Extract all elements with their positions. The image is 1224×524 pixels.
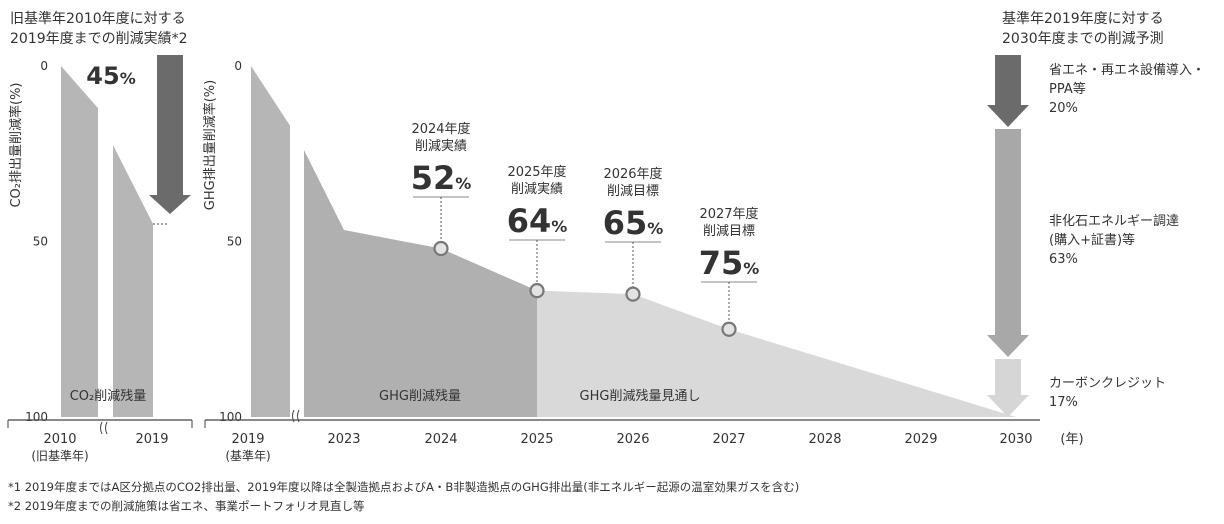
annot-2026-label: 削減目標 bbox=[607, 183, 659, 199]
right-ytick-100: 100 bbox=[219, 410, 242, 424]
annot-2024-year: 2024年度 bbox=[411, 121, 470, 137]
reduction-arrow-left bbox=[149, 55, 191, 214]
left-ylabel: CO₂排出量削減率(%) bbox=[8, 82, 24, 207]
right-header-line1: 基準年2019年度に対する bbox=[1002, 10, 1164, 27]
area-ghg-forecast bbox=[537, 290, 1016, 417]
annot-2027-year: 2027年度 bbox=[699, 206, 758, 222]
right-xtick-2026: 2026 bbox=[616, 432, 649, 447]
breakdown-3-value: 17% bbox=[1049, 395, 1078, 410]
right-ylabel: GHG排出量削減率(%) bbox=[202, 80, 218, 210]
right-xtick-2023: 2023 bbox=[327, 432, 360, 447]
breakdown-arrow-2 bbox=[987, 129, 1029, 357]
right-ytick-0: 0 bbox=[234, 59, 242, 73]
area-label-forecast: GHG削減残量見通し bbox=[580, 388, 701, 404]
breakdown-2-line2: (購入+証書)等 bbox=[1049, 232, 1135, 248]
annot-2025-label: 削減実績 bbox=[511, 181, 563, 197]
breakdown-1-line1: 省エネ・再エネ設備導入・ bbox=[1049, 62, 1205, 78]
right-xtick-2019: 2019 bbox=[231, 432, 264, 447]
left-ytick-0: 0 bbox=[40, 59, 48, 73]
breakdown-1-line2: PPA等 bbox=[1049, 81, 1086, 97]
left-header-line2: 2019年度までの削減実績*2 bbox=[10, 30, 188, 47]
right-xtick-2028: 2028 bbox=[808, 432, 841, 447]
bar-2010 bbox=[61, 66, 98, 417]
right-xtick-2025: 2025 bbox=[520, 432, 553, 447]
marker-2024 bbox=[433, 240, 449, 257]
right-axis-break bbox=[292, 409, 300, 423]
bar-base-2019 bbox=[251, 66, 290, 417]
marker-2026 bbox=[625, 286, 641, 302]
left-area-label: CO₂削減残量 bbox=[70, 388, 147, 404]
breakdown-2-value: 63% bbox=[1049, 252, 1078, 267]
left-result-value: 45% bbox=[86, 62, 135, 90]
annot-2025-year: 2025年度 bbox=[507, 164, 566, 180]
right-xtick-2027: 2027 bbox=[712, 432, 745, 447]
left-axis-break bbox=[100, 421, 108, 435]
marker-2025 bbox=[529, 283, 545, 299]
breakdown-arrow-3 bbox=[987, 359, 1029, 417]
right-xtick-2029: 2029 bbox=[904, 432, 937, 447]
breakdown-1-value: 20% bbox=[1049, 101, 1078, 116]
annot-2026-value: 65% bbox=[603, 204, 664, 242]
bar-2019 bbox=[113, 145, 153, 417]
right-xtick-2030: 2030 bbox=[999, 432, 1032, 447]
right-xtick-2024: 2024 bbox=[424, 432, 457, 447]
area-ghg-actual bbox=[304, 150, 537, 417]
annot-2024-value: 52% bbox=[411, 159, 472, 197]
left-header-line1: 旧基準年2010年度に対する bbox=[10, 10, 186, 27]
annot-2025-value: 64% bbox=[507, 202, 568, 240]
annot-2024-label: 削減実績 bbox=[415, 138, 467, 154]
breakdown-arrow-1 bbox=[987, 55, 1029, 127]
right-ytick-50: 50 bbox=[227, 235, 242, 249]
footnote-1: *1 2019年度まではA区分拠点のCO2排出量、2019年度以降は全製造拠点お… bbox=[8, 480, 800, 494]
annot-2027-label: 削減目標 bbox=[703, 223, 755, 239]
x-unit-label: (年) bbox=[1060, 432, 1083, 447]
left-ytick-100: 100 bbox=[25, 410, 48, 424]
footnote-2: *2 2019年度までの削減施策は省エネ、事業ポートフォリオ見直し等 bbox=[8, 499, 365, 513]
right-header-line2: 2030年度までの削減予測 bbox=[1002, 30, 1164, 47]
right-xtick-2019-sub: (基準年) bbox=[225, 448, 270, 463]
annot-2027-value: 75% bbox=[699, 244, 760, 282]
left-xtick-2010-sub: (旧基準年) bbox=[31, 448, 88, 463]
left-xtick-2019: 2019 bbox=[135, 432, 168, 447]
left-xtick-2010: 2010 bbox=[43, 432, 76, 447]
area-label-actual: GHG削減残量 bbox=[379, 388, 461, 404]
marker-2027 bbox=[721, 321, 737, 337]
left-ytick-50: 50 bbox=[33, 235, 48, 249]
breakdown-3-line1: カーボンクレジット bbox=[1049, 376, 1166, 391]
annot-2026-year: 2026年度 bbox=[603, 166, 662, 182]
breakdown-2-line1: 非化石エネルギー調達 bbox=[1049, 214, 1179, 229]
